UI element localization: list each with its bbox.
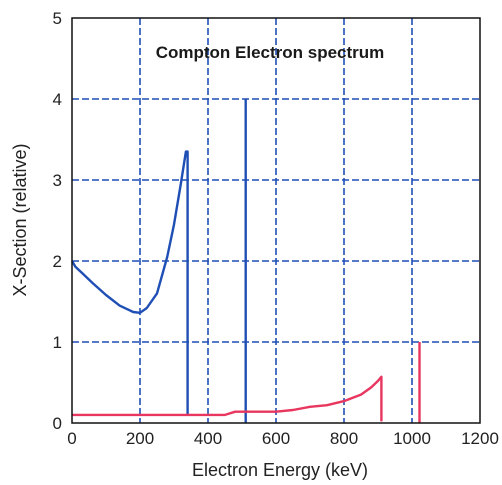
series-layer [70, 99, 421, 423]
x-axis-label: Electron Energy (keV) [192, 460, 368, 480]
grid [72, 18, 480, 423]
y-tick-labels: 0 1 2 3 4 5 [53, 9, 62, 433]
y-tick-label-3: 3 [53, 171, 62, 190]
series-line-0 [70, 150, 189, 415]
x-tick-label-1: 200 [126, 429, 154, 448]
y-axis-label: X-Section (relative) [10, 143, 30, 296]
y-tick-label-4: 4 [53, 90, 62, 109]
series-line-2 [72, 375, 383, 422]
y-tick-label-1: 1 [53, 333, 62, 352]
x-tick-label-5: 1000 [393, 429, 431, 448]
y-tick-label-0: 0 [53, 414, 62, 433]
y-tick-label-5: 5 [53, 9, 62, 28]
x-tick-labels: 0 200 400 600 800 1000 1200 [67, 429, 499, 448]
chart-title: Compton Electron spectrum [156, 43, 385, 62]
x-tick-label-4: 800 [330, 429, 358, 448]
x-tick-label-6: 1200 [461, 429, 499, 448]
x-tick-label-2: 400 [194, 429, 222, 448]
y-tick-label-2: 2 [53, 252, 62, 271]
x-tick-label-3: 600 [262, 429, 290, 448]
x-tick-label-0: 0 [67, 429, 76, 448]
plot-frame [71, 17, 481, 424]
